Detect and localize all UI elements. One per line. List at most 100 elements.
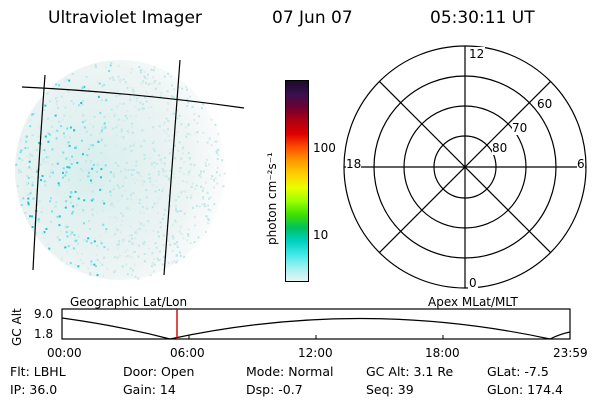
speckle-pixel bbox=[187, 101, 190, 104]
speckle-pixel bbox=[107, 248, 110, 251]
speckle-pixel bbox=[202, 196, 205, 199]
speckle-pixel bbox=[181, 148, 184, 151]
speckle-pixel bbox=[185, 181, 188, 184]
speckle-pixel bbox=[46, 92, 49, 95]
speckle-pixel bbox=[153, 270, 155, 273]
speckle-pixel bbox=[178, 114, 181, 117]
speckle-pixel bbox=[159, 221, 162, 224]
speckle-pixel bbox=[122, 240, 125, 243]
speckle-pixel bbox=[149, 180, 152, 183]
speckle-pixel bbox=[89, 272, 92, 275]
speckle-pixel bbox=[114, 227, 117, 229]
speckle-pixel bbox=[69, 126, 72, 129]
speckle-pixel bbox=[143, 253, 146, 255]
speckle-pixel bbox=[152, 69, 155, 72]
speckle-pixel bbox=[96, 211, 99, 214]
speckle-pixel bbox=[22, 197, 25, 200]
x-tick-0000: 00:00 bbox=[47, 346, 82, 360]
speckle-pixel bbox=[20, 204, 23, 206]
speckle-pixel bbox=[152, 147, 155, 150]
speckle-pixel bbox=[101, 263, 104, 266]
speckle-pixel bbox=[164, 139, 167, 142]
speckle-pixel bbox=[128, 234, 131, 237]
speckle-pixel bbox=[26, 182, 29, 184]
speckle-pixel bbox=[164, 170, 167, 173]
speckle-pixel bbox=[169, 199, 172, 202]
speckle-pixel bbox=[116, 90, 119, 93]
speckle-pixel bbox=[153, 166, 156, 169]
speckle-pixel bbox=[20, 170, 22, 173]
speckle-pixel bbox=[88, 175, 91, 178]
speckle-pixel bbox=[143, 154, 146, 156]
speckle-pixel bbox=[58, 238, 61, 241]
speckle-pixel bbox=[165, 132, 168, 135]
speckle-pixel bbox=[141, 103, 144, 106]
speckle-pixel bbox=[66, 127, 69, 130]
speckle-pixel bbox=[118, 187, 121, 190]
speckle-pixel bbox=[217, 154, 220, 156]
speckle-pixel bbox=[129, 145, 132, 148]
speckle-pixel bbox=[130, 71, 133, 74]
speckle-pixel bbox=[167, 239, 170, 242]
speckle-pixel bbox=[134, 105, 137, 108]
speckle-pixel bbox=[182, 146, 185, 149]
speckle-pixel bbox=[24, 212, 27, 214]
speckle-pixel bbox=[55, 100, 58, 103]
speckle-pixel bbox=[173, 173, 175, 176]
speckle-pixel bbox=[94, 237, 97, 239]
speckle-pixel bbox=[190, 194, 193, 196]
speckle-pixel bbox=[218, 174, 221, 177]
speckle-pixel bbox=[189, 163, 192, 166]
speckle-pixel bbox=[168, 180, 171, 183]
speckle-pixel bbox=[20, 149, 23, 152]
speckle-pixel bbox=[79, 167, 82, 170]
speckle-pixel bbox=[119, 78, 122, 81]
speckle-pixel bbox=[178, 170, 181, 173]
speckle-pixel bbox=[50, 169, 52, 171]
speckle-pixel bbox=[91, 175, 94, 178]
speckle-pixel bbox=[112, 173, 115, 176]
speckle-pixel bbox=[172, 112, 175, 115]
speckle-pixel bbox=[193, 119, 196, 122]
speckle-pixel bbox=[87, 220, 90, 223]
speckle-pixel bbox=[130, 169, 133, 171]
speckle-pixel bbox=[96, 163, 99, 166]
speckle-pixel bbox=[132, 90, 135, 93]
speckle-pixel bbox=[27, 176, 30, 179]
speckle-pixel bbox=[75, 146, 78, 149]
speckle-pixel bbox=[47, 161, 50, 164]
speckle-pixel bbox=[143, 71, 146, 74]
speckle-pixel bbox=[213, 203, 216, 206]
speckle-pixel bbox=[143, 139, 146, 142]
speckle-pixel bbox=[31, 181, 34, 184]
speckle-pixel bbox=[131, 122, 134, 125]
speckle-pixel bbox=[161, 167, 164, 170]
speckle-pixel bbox=[191, 182, 194, 185]
speckle-pixel bbox=[112, 127, 115, 130]
speckle-pixel bbox=[153, 263, 156, 266]
speckle-pixel bbox=[205, 231, 207, 233]
speckle-pixel bbox=[101, 138, 104, 141]
speckle-pixel bbox=[126, 109, 129, 112]
speckle-pixel bbox=[178, 86, 181, 89]
speckle-pixel bbox=[181, 152, 184, 155]
speckle-pixel bbox=[31, 113, 33, 116]
speckle-pixel bbox=[179, 167, 182, 169]
speckle-pixel bbox=[81, 121, 84, 124]
speckle-pixel bbox=[92, 144, 95, 147]
speckle-pixel bbox=[61, 119, 64, 121]
speckle-pixel bbox=[208, 163, 211, 166]
speckle-pixel bbox=[186, 239, 189, 242]
speckle-pixel bbox=[148, 177, 151, 180]
speckle-pixel bbox=[152, 126, 155, 129]
speckle-pixel bbox=[122, 119, 125, 122]
speckle-pixel bbox=[160, 161, 163, 164]
speckle-pixel bbox=[122, 78, 125, 81]
speckle-pixel bbox=[195, 204, 198, 207]
speckle-pixel bbox=[214, 140, 217, 143]
speckle-pixel bbox=[38, 142, 41, 144]
speckle-pixel bbox=[72, 102, 75, 105]
speckle-pixel bbox=[116, 247, 119, 250]
speckle-pixel bbox=[145, 189, 148, 192]
speckle-pixel bbox=[130, 68, 133, 71]
